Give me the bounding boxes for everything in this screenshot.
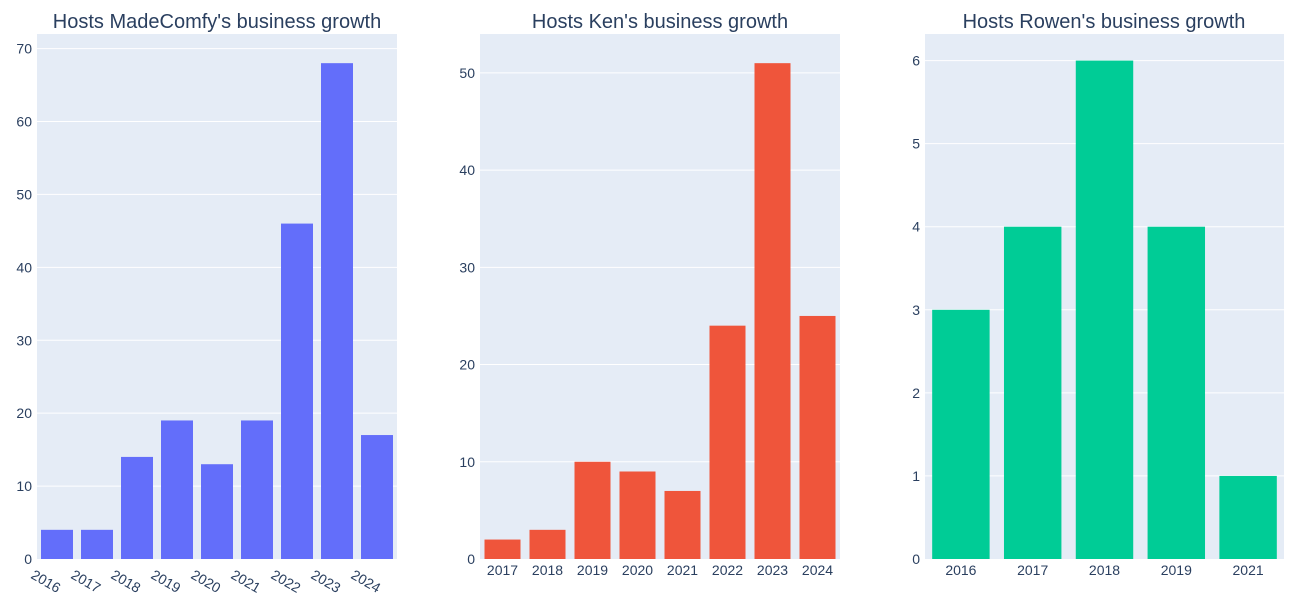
bar-2022 bbox=[709, 325, 746, 559]
x-tick-label: 2017 bbox=[1017, 562, 1048, 578]
y-tick-label: 60 bbox=[16, 114, 32, 130]
x-tick-label: 2018 bbox=[532, 562, 563, 578]
y-tick-label: 20 bbox=[16, 405, 32, 421]
y-tick-label: 40 bbox=[16, 259, 32, 275]
bar-2017 bbox=[484, 539, 521, 559]
y-tick-label: 30 bbox=[459, 259, 475, 275]
chart-rowen: 0 1 2 3 4 5 6 2016 2017 2018 2019 2021 Hosts Rowen's… bbox=[912, 11, 1284, 578]
y-tick-label: 6 bbox=[912, 53, 920, 69]
x-tick-label: 2022 bbox=[269, 566, 304, 596]
y-tick-label: 3 bbox=[912, 302, 920, 318]
x-tick-label: 2022 bbox=[712, 562, 743, 578]
bar-2021 bbox=[241, 420, 273, 559]
y-tick-label: 0 bbox=[467, 551, 475, 567]
x-tick-label: 2020 bbox=[189, 566, 224, 596]
bar-2018 bbox=[529, 529, 566, 559]
x-tick-label: 2019 bbox=[577, 562, 608, 578]
y-tick-label: 1 bbox=[912, 468, 920, 484]
y-tick-label: 5 bbox=[912, 136, 920, 152]
bar-2019 bbox=[161, 420, 193, 559]
bar-2024 bbox=[799, 315, 836, 559]
chart-title: Hosts Ken's business growth bbox=[532, 11, 788, 33]
bar-2021 bbox=[664, 490, 701, 559]
x-tick-label: 2023 bbox=[309, 566, 344, 596]
x-tick-label: 2023 bbox=[757, 562, 788, 578]
x-tick-label: 2017 bbox=[69, 566, 104, 596]
x-tick-label: 2019 bbox=[1161, 562, 1192, 578]
y-tick-label: 10 bbox=[16, 478, 32, 494]
bar-2017 bbox=[1003, 226, 1062, 560]
bar-2016 bbox=[41, 529, 73, 559]
bar-2017 bbox=[81, 529, 113, 559]
bar-2019 bbox=[1147, 226, 1206, 560]
y-tick-label: 30 bbox=[16, 332, 32, 348]
x-tick-label: 2018 bbox=[109, 566, 144, 596]
bar-2020 bbox=[619, 471, 656, 559]
y-tick-label: 10 bbox=[459, 454, 475, 470]
chart-title: Hosts Rowen's business growth bbox=[963, 11, 1246, 33]
bar-2016 bbox=[932, 309, 990, 559]
x-tick-label: 2016 bbox=[29, 566, 64, 596]
y-tick-label: 40 bbox=[459, 162, 475, 178]
bar-2023 bbox=[754, 63, 791, 560]
bar-2021 bbox=[1219, 475, 1277, 559]
y-tick-label: 50 bbox=[16, 186, 32, 202]
y-tick-label: 4 bbox=[912, 219, 920, 235]
x-tick-label: 2018 bbox=[1089, 562, 1120, 578]
x-tick-label: 2021 bbox=[667, 562, 698, 578]
y-tick-label: 20 bbox=[459, 357, 475, 373]
bar-2018 bbox=[1075, 60, 1134, 560]
x-tick-label: 2019 bbox=[149, 566, 184, 596]
x-tick-label: 2017 bbox=[487, 562, 518, 578]
bar-2022 bbox=[281, 223, 313, 560]
x-tick-label: 2020 bbox=[622, 562, 653, 578]
y-tick-label: 50 bbox=[459, 65, 475, 81]
bar-2019 bbox=[574, 461, 611, 559]
x-tick-label: 2024 bbox=[349, 566, 384, 596]
chart-ken: 0 10 20 30 40 50 2017 2018 2019 2020 2021 2022 2023 2… bbox=[459, 11, 840, 578]
bar-2020 bbox=[201, 464, 233, 559]
x-tick-label: 2021 bbox=[229, 566, 264, 596]
x-tick-label: 2024 bbox=[802, 562, 833, 578]
chart-title: Hosts MadeComfy's business growth bbox=[53, 11, 381, 33]
x-tick-label: 2016 bbox=[945, 562, 976, 578]
y-tick-label: 0 bbox=[24, 551, 32, 567]
y-tick-label: 0 bbox=[912, 551, 920, 567]
x-tick-label: 2021 bbox=[1233, 562, 1264, 578]
y-tick-label: 2 bbox=[912, 385, 920, 401]
bar-2024 bbox=[361, 435, 393, 559]
bar-2023 bbox=[321, 63, 353, 560]
bar-2018 bbox=[121, 456, 153, 559]
y-tick-label: 70 bbox=[16, 41, 32, 57]
